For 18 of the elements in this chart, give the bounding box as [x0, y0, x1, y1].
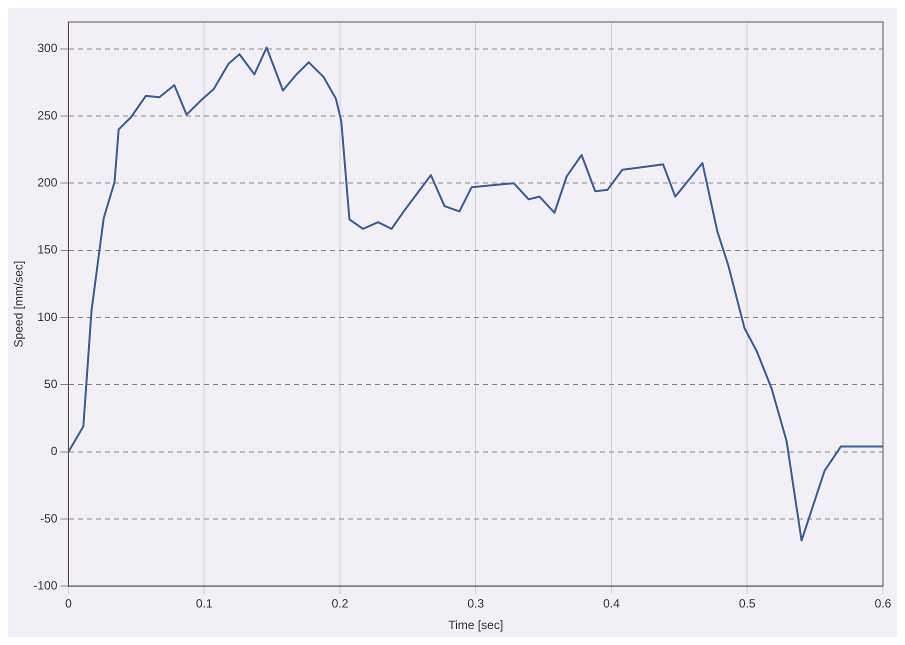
- x-tick-label: 0.3: [467, 596, 484, 611]
- x-tick-label: 0.6: [874, 596, 892, 611]
- x-tick-label: 0.4: [603, 596, 620, 611]
- y-tick-label: -100: [33, 578, 58, 593]
- y-tick-label: 300: [37, 41, 58, 56]
- x-tick-label: 0.2: [332, 596, 349, 611]
- y-tick-label: 0: [50, 444, 58, 458]
- y-tick-label: 100: [37, 310, 58, 324]
- y-tick-label: 200: [37, 176, 58, 190]
- y-tick-label: 50: [44, 377, 58, 392]
- x-axis-title: Time [sec]: [448, 618, 504, 632]
- x-tick-label: 0: [65, 596, 72, 611]
- y-axis-title: Speed [mm/sec]: [12, 260, 26, 348]
- x-tick-label: 0.5: [738, 596, 756, 611]
- y-tick-label: 250: [37, 108, 58, 122]
- y-tick-label: -50: [40, 511, 58, 526]
- y-tick-label: 150: [37, 242, 58, 257]
- x-tick-label: 0.1: [196, 596, 213, 611]
